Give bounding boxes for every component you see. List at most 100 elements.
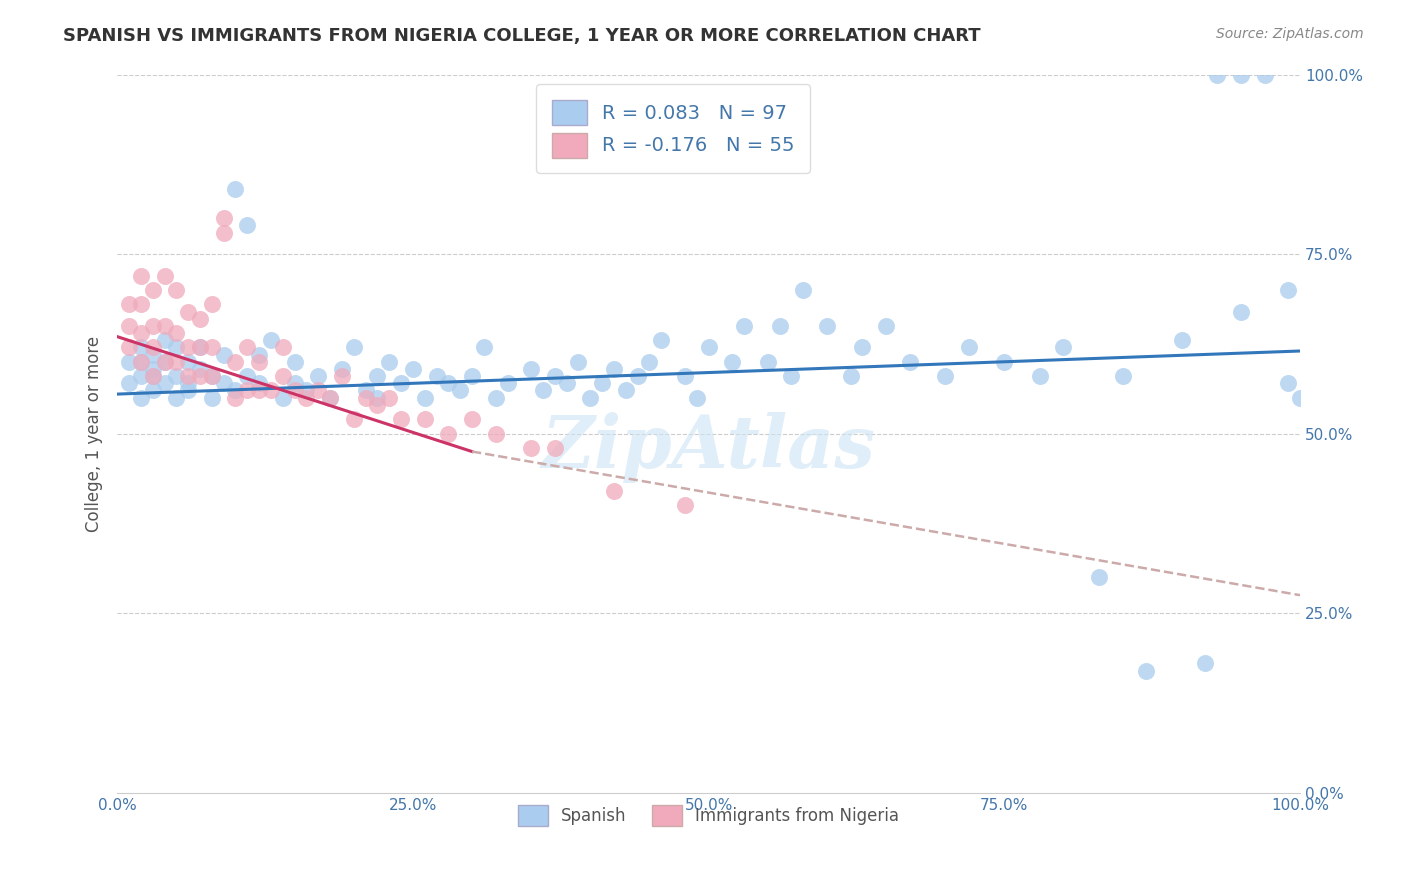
Point: [118, 376, 141, 391]
Point: [201, 391, 224, 405]
Point: [957, 340, 980, 354]
Point: [177, 355, 200, 369]
Point: [271, 391, 294, 405]
Point: [177, 384, 200, 398]
Point: [461, 412, 484, 426]
Point: [650, 333, 672, 347]
Point: [1206, 68, 1229, 82]
Point: [673, 369, 696, 384]
Point: [437, 376, 460, 391]
Point: [188, 340, 211, 354]
Point: [354, 384, 377, 398]
Point: [165, 283, 187, 297]
Point: [129, 355, 152, 369]
Text: ZipAtlas: ZipAtlas: [541, 412, 876, 483]
Point: [153, 333, 176, 347]
Point: [1170, 333, 1192, 347]
Point: [531, 384, 554, 398]
Point: [271, 340, 294, 354]
Point: [212, 211, 235, 226]
Point: [1052, 340, 1074, 354]
Point: [1029, 369, 1052, 384]
Point: [603, 483, 626, 498]
Point: [188, 362, 211, 376]
Point: [839, 369, 862, 384]
Point: [247, 376, 270, 391]
Point: [425, 369, 447, 384]
Point: [260, 384, 283, 398]
Point: [330, 362, 353, 376]
Point: [343, 412, 366, 426]
Point: [247, 355, 270, 369]
Point: [780, 369, 803, 384]
Legend: Spanish, Immigrants from Nigeria: Spanish, Immigrants from Nigeria: [510, 797, 907, 835]
Point: [343, 340, 366, 354]
Point: [142, 362, 165, 376]
Point: [236, 384, 259, 398]
Point: [1088, 570, 1111, 584]
Point: [875, 318, 897, 333]
Point: [1230, 68, 1253, 82]
Point: [579, 391, 602, 405]
Point: [142, 340, 165, 354]
Point: [378, 391, 401, 405]
Text: Source: ZipAtlas.com: Source: ZipAtlas.com: [1216, 27, 1364, 41]
Point: [224, 391, 246, 405]
Point: [247, 348, 270, 362]
Point: [165, 326, 187, 340]
Point: [284, 384, 307, 398]
Point: [188, 369, 211, 384]
Point: [142, 369, 165, 384]
Point: [284, 355, 307, 369]
Point: [591, 376, 613, 391]
Point: [389, 412, 412, 426]
Point: [1135, 664, 1157, 678]
Point: [378, 355, 401, 369]
Point: [354, 391, 377, 405]
Point: [201, 297, 224, 311]
Point: [402, 362, 425, 376]
Point: [177, 340, 200, 354]
Point: [1111, 369, 1133, 384]
Point: [614, 384, 637, 398]
Point: [142, 283, 165, 297]
Point: [603, 362, 626, 376]
Point: [212, 226, 235, 240]
Point: [366, 391, 388, 405]
Point: [153, 268, 176, 283]
Point: [366, 398, 388, 412]
Point: [224, 182, 246, 196]
Point: [129, 355, 152, 369]
Point: [129, 369, 152, 384]
Point: [319, 391, 342, 405]
Point: [188, 340, 211, 354]
Point: [212, 376, 235, 391]
Point: [461, 369, 484, 384]
Point: [118, 318, 141, 333]
Point: [472, 340, 495, 354]
Point: [236, 219, 259, 233]
Point: [697, 340, 720, 354]
Point: [555, 376, 578, 391]
Point: [142, 369, 165, 384]
Point: [142, 384, 165, 398]
Point: [721, 355, 744, 369]
Point: [485, 391, 508, 405]
Point: [165, 391, 187, 405]
Y-axis label: College, 1 year or more: College, 1 year or more: [86, 335, 103, 532]
Point: [129, 268, 152, 283]
Point: [768, 318, 790, 333]
Point: [437, 426, 460, 441]
Point: [177, 304, 200, 318]
Point: [295, 391, 318, 405]
Point: [673, 499, 696, 513]
Point: [142, 348, 165, 362]
Point: [792, 283, 814, 297]
Point: [485, 426, 508, 441]
Point: [520, 362, 543, 376]
Point: [153, 355, 176, 369]
Point: [153, 355, 176, 369]
Point: [201, 369, 224, 384]
Point: [236, 340, 259, 354]
Point: [544, 369, 567, 384]
